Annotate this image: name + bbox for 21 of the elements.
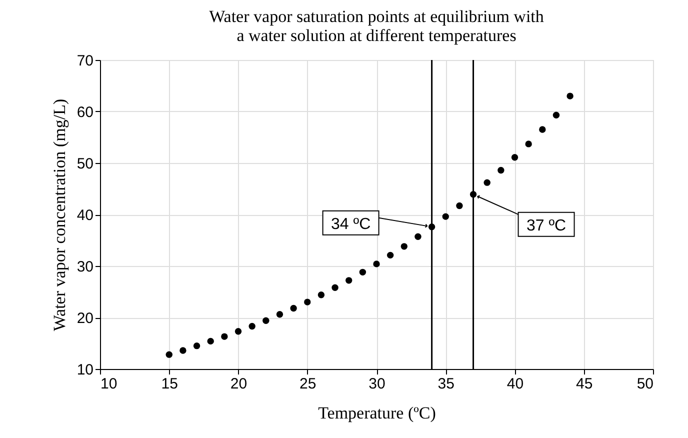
y-tick-label: 50 [76,156,94,172]
y-tick-label: 60 [76,104,94,121]
x-tick-label: 10 [100,376,118,392]
x-tick-label: 45 [576,376,593,392]
x-tick-label: 25 [300,376,316,392]
y-tick-label: 40 [76,207,94,224]
x-tick-label: 50 [636,376,654,392]
y-tick-label: 70 [76,52,94,70]
annotation: 37 ºC [526,217,566,234]
y-tick-label: 30 [76,258,94,276]
x-axis-title: Temperature (ºC) [318,404,436,422]
x-tick-label: 15 [161,376,178,392]
x-tick-label: 40 [506,376,524,392]
y-axis-title: Water vapor concentration (mg/L) [50,98,69,332]
x-tick-label: 30 [368,376,386,392]
chart-title: Water vapor saturation points at equilibrium with a water solution at different temperatures [209,7,544,45]
annotation: 34 ºC [330,216,371,233]
x-tick-label: 35 [438,376,454,392]
y-tick-label: 10 [76,362,94,378]
x-tick-label: 20 [230,376,248,392]
y-tick-label: 20 [76,310,94,327]
